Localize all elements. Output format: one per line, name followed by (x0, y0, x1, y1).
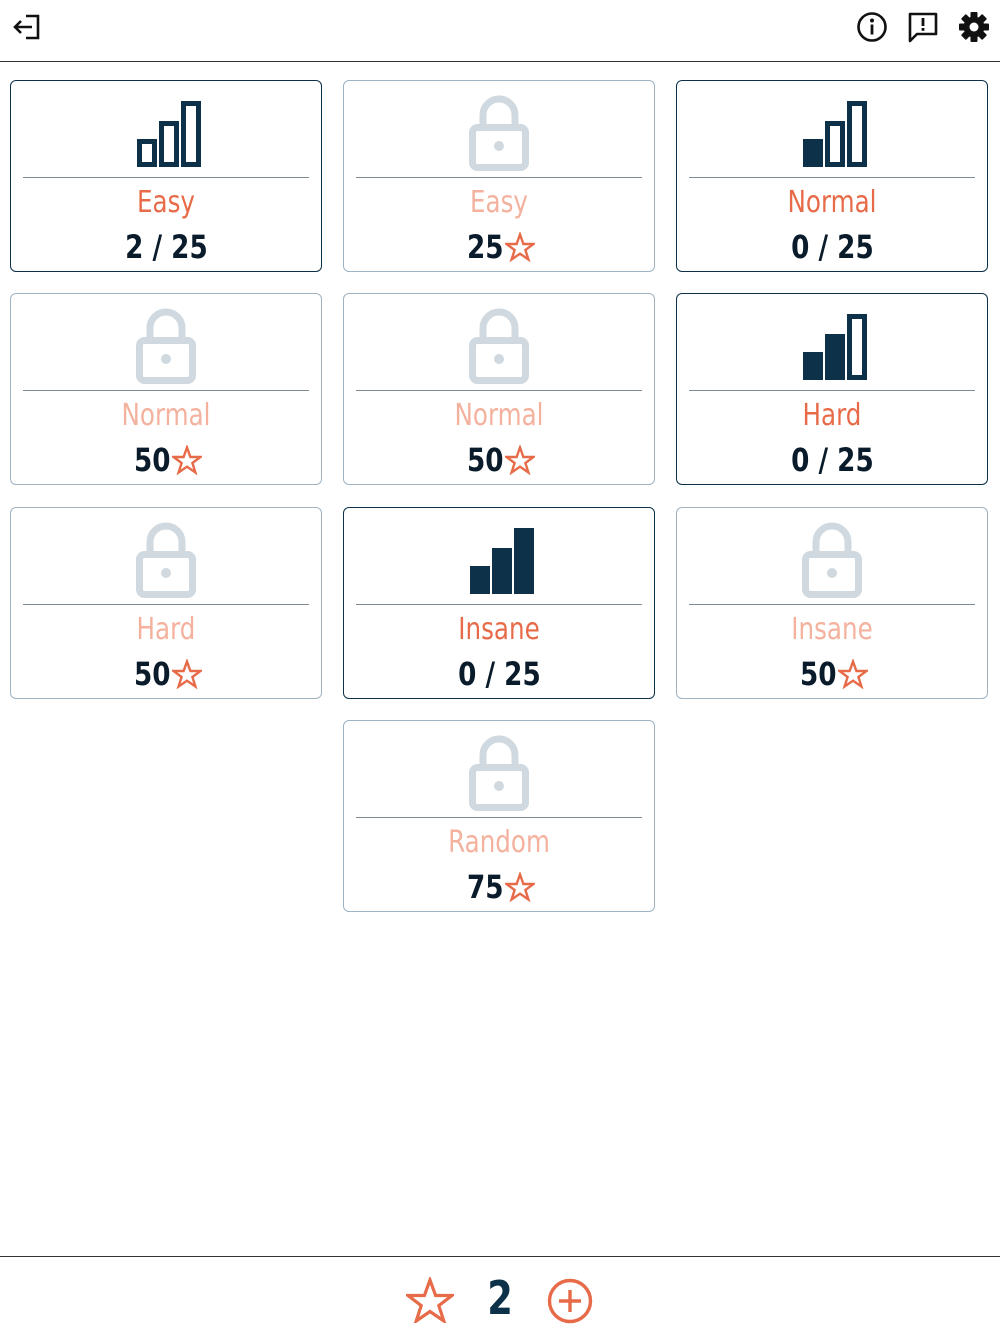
card-divider (356, 604, 642, 605)
add-circle-icon[interactable] (546, 1277, 594, 1325)
progress-value: 2 / 25 (124, 228, 208, 266)
star-icon (172, 445, 203, 475)
progress-value: 0 / 25 (790, 441, 874, 479)
unlock-cost-value: 50 (133, 655, 171, 693)
level-card-normal-locked[interactable]: Normal 50 (343, 293, 655, 485)
difficulty-bars-icon (137, 101, 201, 167)
star-icon (505, 445, 536, 475)
level-name: Easy (469, 185, 528, 220)
star-icon (505, 232, 536, 262)
unlock-cost: 25 (344, 227, 654, 267)
card-divider (23, 604, 309, 605)
level-name: Insane (458, 612, 540, 647)
level-progress: 0 / 25 (344, 654, 654, 694)
level-name: Hard (136, 612, 196, 647)
difficulty-bars-icon (803, 314, 867, 380)
card-divider (689, 390, 975, 391)
level-card-insane[interactable]: Insane 0 / 25 (343, 507, 655, 699)
unlock-cost-value: 75 (466, 868, 504, 906)
lock-icon (136, 522, 196, 598)
lock-icon (469, 95, 529, 171)
unlock-cost: 50 (11, 440, 321, 480)
lock-icon (136, 308, 196, 384)
unlock-cost-value: 25 (466, 228, 504, 266)
level-progress: 2 / 25 (11, 227, 321, 267)
card-divider (356, 177, 642, 178)
level-name: Insane (791, 612, 873, 647)
difficulty-bars-icon (470, 528, 534, 594)
level-card-insane-locked[interactable]: Insane 50 (676, 507, 988, 699)
level-name: Random (448, 825, 550, 860)
level-card-easy-locked[interactable]: Easy 25 (343, 80, 655, 272)
level-name: Normal (787, 185, 877, 220)
level-card-hard-locked[interactable]: Hard 50 (10, 507, 322, 699)
level-progress: 0 / 25 (677, 440, 987, 480)
star-icon (505, 872, 536, 902)
level-name: Easy (136, 185, 195, 220)
unlock-cost-value: 50 (799, 655, 837, 693)
level-name: Normal (454, 398, 544, 433)
top-toolbar (0, 0, 1000, 62)
card-divider (23, 177, 309, 178)
card-divider (23, 390, 309, 391)
star-icon (406, 1277, 454, 1323)
level-card-random-locked[interactable]: Random 75 (343, 720, 655, 912)
lock-icon (469, 735, 529, 811)
level-card-normal-locked[interactable]: Normal 50 (10, 293, 322, 485)
unlock-cost-value: 50 (133, 441, 171, 479)
bottom-bar: 2 (0, 1256, 1000, 1334)
feedback-icon[interactable] (906, 10, 940, 44)
unlock-cost-value: 50 (466, 441, 504, 479)
unlock-cost: 50 (11, 654, 321, 694)
progress-value: 0 / 25 (790, 228, 874, 266)
card-divider (356, 390, 642, 391)
card-divider (689, 604, 975, 605)
level-progress: 0 / 25 (677, 227, 987, 267)
star-icon (172, 659, 203, 689)
unlock-cost: 50 (344, 440, 654, 480)
star-icon (838, 659, 869, 689)
unlock-cost: 75 (344, 867, 654, 907)
difficulty-bars-icon (803, 101, 867, 167)
level-card-easy[interactable]: Easy 2 / 25 (10, 80, 322, 272)
info-icon[interactable] (855, 10, 889, 44)
star-count: 2 (487, 1271, 513, 1325)
unlock-cost: 50 (677, 654, 987, 694)
level-card-normal[interactable]: Normal 0 / 25 (676, 80, 988, 272)
exit-icon[interactable] (10, 10, 44, 44)
level-name: Hard (802, 398, 862, 433)
gear-icon[interactable] (957, 10, 991, 44)
lock-icon (469, 308, 529, 384)
level-card-hard[interactable]: Hard 0 / 25 (676, 293, 988, 485)
card-divider (689, 177, 975, 178)
level-name: Normal (121, 398, 211, 433)
lock-icon (802, 522, 862, 598)
card-divider (356, 817, 642, 818)
progress-value: 0 / 25 (457, 655, 541, 693)
